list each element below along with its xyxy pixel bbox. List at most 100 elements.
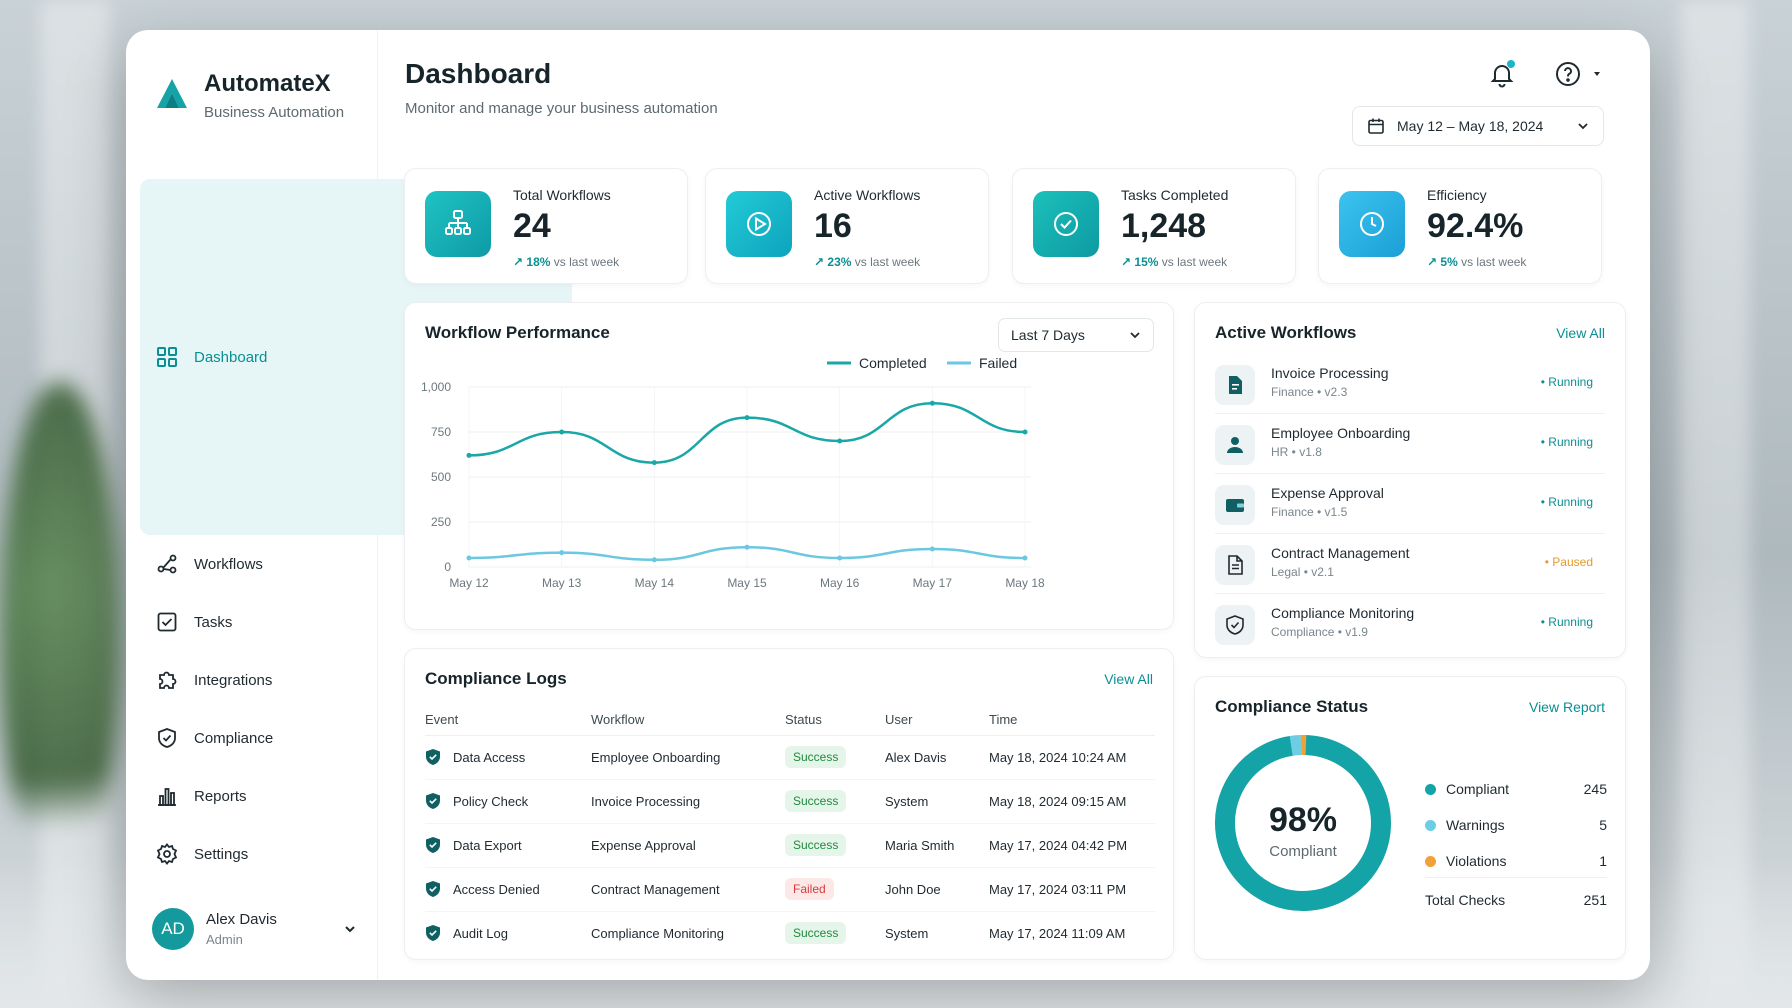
- workflow-meta: Finance • v2.3: [1271, 385, 1348, 399]
- date-range-picker[interactable]: May 12 – May 18, 2024: [1352, 106, 1604, 146]
- status-cell: Success: [785, 735, 885, 780]
- table-row[interactable]: Data Access Employee Onboarding Success Ale…: [425, 735, 1155, 780]
- range-select[interactable]: Last 7 Days: [998, 318, 1154, 352]
- view-report-link[interactable]: View Report: [1528, 699, 1605, 715]
- workflow-meta: HR • v1.8: [1271, 445, 1322, 459]
- workflow-status-text: Running: [1548, 495, 1593, 509]
- active-workflows-card: Active Workflows View All Invoice Proces…: [1194, 302, 1626, 658]
- stat-value: 16: [814, 207, 852, 245]
- chevron-down-icon: [1594, 72, 1600, 76]
- stat-card-efficiency[interactable]: Efficiency 92.4% ↗ 5% vs last week: [1318, 168, 1602, 284]
- top-actions: [1488, 60, 1604, 88]
- event-cell: Data Export: [425, 823, 591, 868]
- legend-value: 245: [1583, 781, 1607, 797]
- column-header: User: [885, 705, 989, 736]
- notification-button[interactable]: [1488, 60, 1516, 88]
- stat-value: 92.4%: [1427, 207, 1524, 245]
- view-all-logs-link[interactable]: View All: [1104, 671, 1153, 687]
- stat-card-active-workflows[interactable]: Active Workflows 16 ↗ 23% vs last week: [705, 168, 989, 284]
- trend-up-icon: ↗: [814, 255, 828, 269]
- status-cell: Success: [785, 779, 885, 824]
- shield-check-icon: [426, 881, 440, 897]
- status-badge: Success: [785, 790, 847, 812]
- workflow-status: • Paused: [1544, 555, 1593, 569]
- data-point: [466, 452, 472, 458]
- workflow-meta: Compliance • v1.9: [1271, 625, 1368, 639]
- data-point: [837, 438, 843, 444]
- card-title: Compliance Status: [1215, 697, 1369, 716]
- user-cell: System: [885, 925, 929, 941]
- sidebar-item-compliance[interactable]: Compliance: [140, 709, 363, 767]
- table-header: Event Workflow Status User Time: [425, 705, 1155, 736]
- x-tick-label: May 16: [820, 576, 860, 590]
- y-tick-label: 500: [431, 470, 451, 484]
- total-checks: Total Checks 251: [1425, 877, 1607, 908]
- y-tick-label: 1,000: [421, 380, 451, 394]
- legend-dot: [1425, 783, 1436, 795]
- workflow-item[interactable]: Employee Onboarding HR • v1.8 • Running: [1215, 415, 1605, 474]
- trend-up-icon: ↗: [513, 255, 527, 269]
- sidebar-item-tasks[interactable]: Tasks: [140, 593, 363, 651]
- stat-card-tasks-completed[interactable]: Tasks Completed 1,248 ↗ 15% vs last week: [1012, 168, 1296, 284]
- status-badge: Success: [785, 834, 847, 856]
- compliance-donut: [1215, 735, 1391, 911]
- event-cell: Audit Log: [425, 911, 591, 955]
- data-point: [744, 544, 750, 550]
- sidebar-item-workflows[interactable]: Workflows: [140, 535, 363, 593]
- column-header: Event: [425, 705, 591, 736]
- table-row[interactable]: Policy Check Invoice Processing Success Sys…: [425, 779, 1155, 824]
- bar-chart-icon: [158, 788, 176, 806]
- document-icon: [1215, 545, 1255, 585]
- card-title: Active Workflows: [1215, 323, 1357, 342]
- event-cell: Policy Check: [425, 779, 591, 824]
- event-name: Access Denied: [453, 881, 540, 897]
- compliance-percent: 98%: [1268, 801, 1338, 839]
- sidebar-item-reports[interactable]: Reports: [140, 767, 363, 825]
- workflow-item[interactable]: Compliance Monitoring Compliance • v1.9 …: [1215, 595, 1605, 654]
- column-header: Time: [989, 705, 1155, 736]
- sidebar-item-label: Compliance: [194, 729, 274, 747]
- data-point: [929, 546, 935, 552]
- user-cell: Maria Smith: [885, 823, 989, 868]
- legend-label: Warnings: [1446, 817, 1505, 833]
- stat-trend-label: vs last week: [1461, 255, 1527, 269]
- sidebar-item-integrations[interactable]: Integrations: [140, 651, 363, 709]
- y-tick-label: 250: [431, 515, 451, 529]
- event-cell: Data Access: [425, 735, 591, 780]
- data-point: [651, 557, 657, 563]
- column-header: Workflow: [591, 705, 785, 736]
- user-menu[interactable]: AD Alex Davis Admin: [152, 908, 357, 950]
- data-point: [837, 555, 843, 561]
- help-button[interactable]: [1554, 60, 1604, 88]
- status-cell: Success: [785, 911, 885, 955]
- status-cell: Failed: [785, 867, 885, 912]
- workflow-item[interactable]: Expense Approval Finance • v1.5 • Runnin…: [1215, 475, 1605, 534]
- stat-trend-pct: 23%: [827, 255, 852, 269]
- logo-icon: [157, 79, 187, 108]
- bell-icon: [1490, 65, 1514, 88]
- stat-card-total-workflows[interactable]: Total Workflows 24 ↗ 18% vs last week: [404, 168, 688, 284]
- x-tick-label: May 14: [635, 576, 675, 590]
- workflow-cell: Contract Management: [591, 867, 785, 912]
- chevron-down-icon[interactable]: [343, 922, 357, 936]
- sidebar-item-settings[interactable]: Settings: [140, 825, 363, 883]
- shield-check-icon: [426, 749, 440, 765]
- workflow-name: Compliance Monitoring: [1271, 605, 1415, 621]
- data-point: [1022, 555, 1028, 561]
- workflow-item[interactable]: Contract Management Legal • v2.1 • Pause…: [1215, 535, 1605, 594]
- sidebar-nav: Dashboard Workflows Tasks Integrations C…: [140, 179, 572, 883]
- legend-value: 5: [1599, 817, 1607, 833]
- x-tick-label: May 18: [1005, 576, 1045, 590]
- table-row[interactable]: Audit Log Compliance Monitoring Success Sys…: [425, 911, 1155, 955]
- puzzle-icon: [159, 671, 177, 689]
- stat-trend-pct: 18%: [526, 255, 551, 269]
- table-row[interactable]: Data Export Expense Approval Success Maria …: [425, 823, 1155, 868]
- view-all-workflows-link[interactable]: View All: [1556, 325, 1605, 341]
- workflow-meta: Finance • v1.5: [1271, 505, 1348, 519]
- workflow-item[interactable]: Invoice Processing Finance • v2.3 • Runn…: [1215, 355, 1605, 414]
- table-row[interactable]: Access Denied Contract Management Failed Jo…: [425, 867, 1155, 912]
- event-cell: Access Denied: [425, 867, 591, 912]
- x-tick-label: May 15: [727, 576, 767, 590]
- person-icon: [1215, 425, 1255, 465]
- workflow-name: Expense Approval: [1271, 485, 1384, 501]
